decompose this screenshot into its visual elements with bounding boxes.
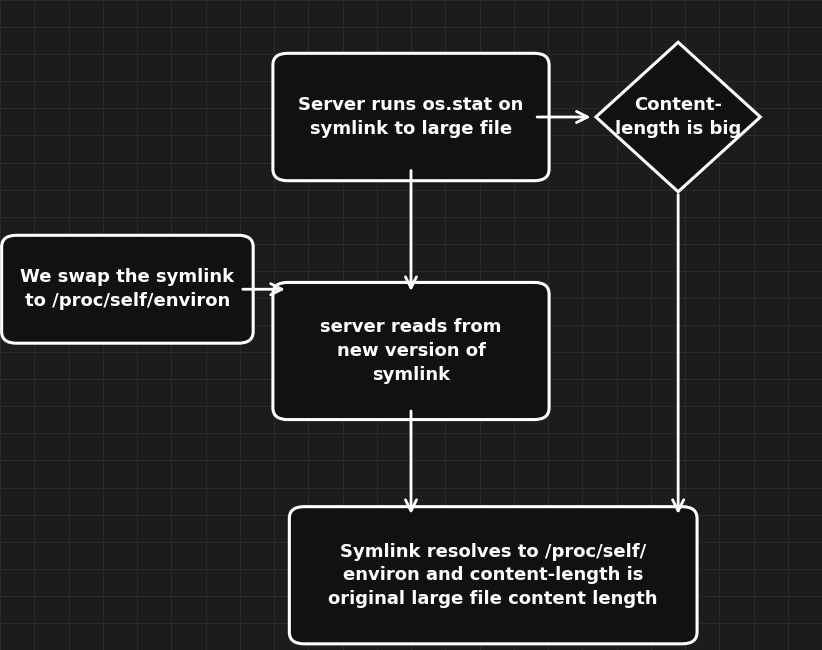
Text: Content-
length is big: Content- length is big: [615, 96, 741, 138]
FancyBboxPatch shape: [273, 53, 549, 181]
FancyBboxPatch shape: [289, 507, 697, 644]
Text: Server runs os.stat on
symlink to large file: Server runs os.stat on symlink to large …: [298, 96, 524, 138]
FancyBboxPatch shape: [2, 235, 253, 343]
FancyBboxPatch shape: [273, 282, 549, 420]
Polygon shape: [596, 42, 760, 192]
Text: server reads from
new version of
symlink: server reads from new version of symlink: [321, 318, 501, 384]
Text: We swap the symlink
to /proc/self/environ: We swap the symlink to /proc/self/enviro…: [21, 268, 234, 310]
Text: Symlink resolves to /proc/self/
environ and content-length is
original large fil: Symlink resolves to /proc/self/ environ …: [329, 543, 658, 608]
